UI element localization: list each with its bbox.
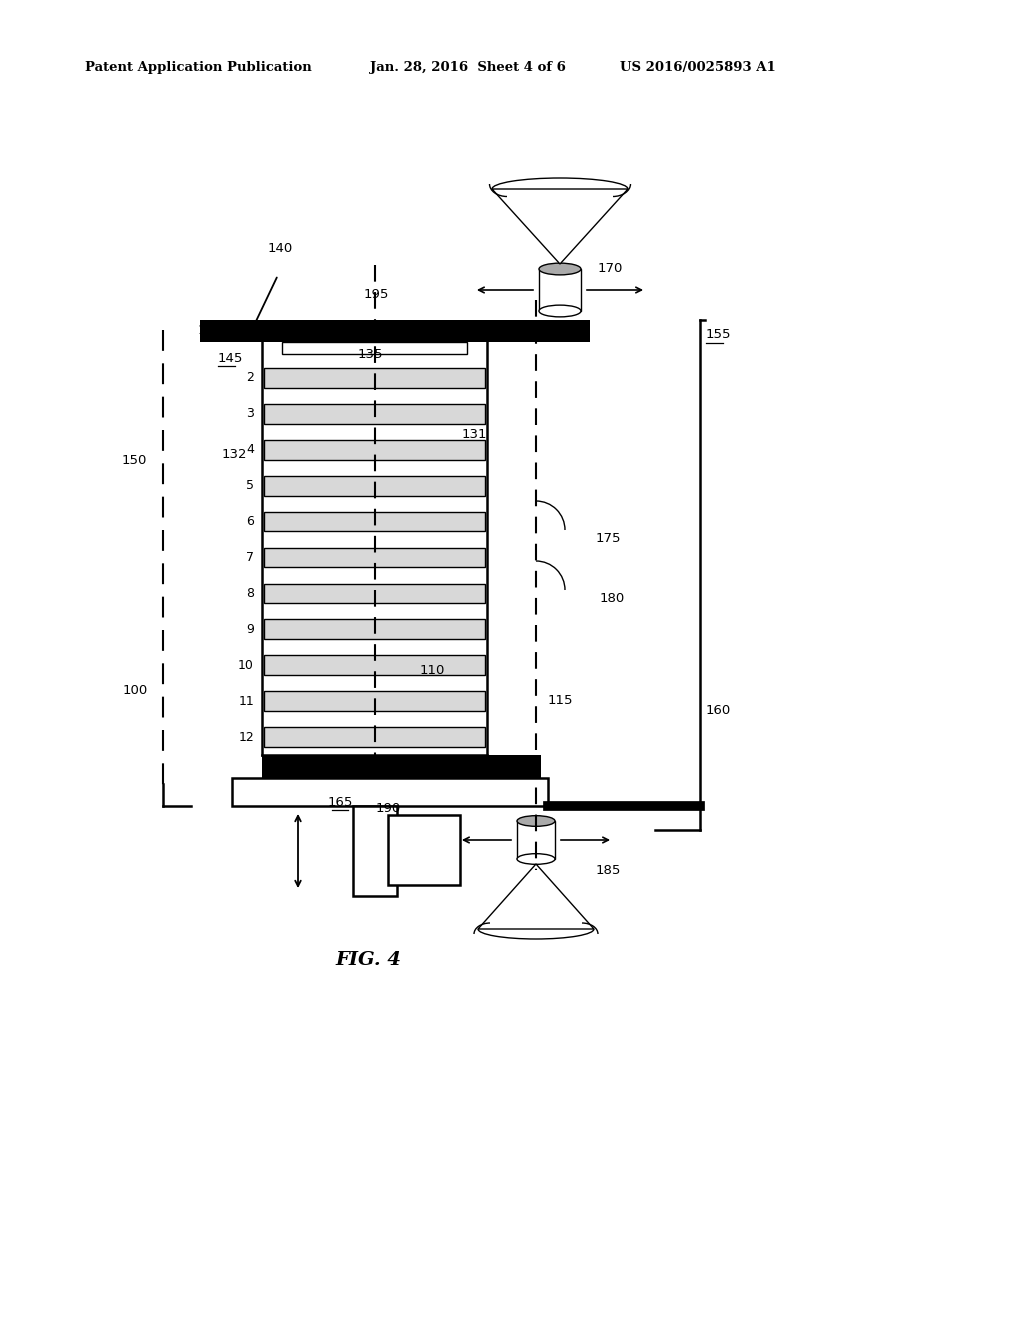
Text: 175: 175 — [596, 532, 622, 544]
Text: 9: 9 — [246, 623, 254, 636]
Bar — [517, 821, 555, 859]
Bar — [282, 342, 467, 354]
Text: 155: 155 — [706, 329, 731, 342]
Text: Patent Application Publication: Patent Application Publication — [85, 62, 311, 74]
Polygon shape — [478, 865, 594, 929]
Text: 3: 3 — [246, 408, 254, 420]
Ellipse shape — [517, 816, 555, 826]
Bar — [264, 692, 485, 711]
Text: 135: 135 — [357, 348, 383, 362]
Ellipse shape — [517, 854, 555, 865]
Text: 145: 145 — [218, 351, 244, 364]
Text: 100: 100 — [123, 684, 148, 697]
Bar — [264, 727, 485, 747]
Ellipse shape — [539, 263, 581, 275]
Text: 170: 170 — [598, 261, 624, 275]
Bar — [264, 619, 485, 639]
Bar — [264, 583, 485, 603]
Text: 2: 2 — [246, 371, 254, 384]
Text: 115: 115 — [548, 693, 573, 706]
Text: 180: 180 — [600, 591, 626, 605]
Bar — [232, 777, 548, 807]
Text: 140: 140 — [268, 242, 293, 255]
Text: 165: 165 — [328, 796, 352, 808]
Text: 5: 5 — [246, 479, 254, 492]
Text: 8: 8 — [246, 587, 254, 599]
Text: 130: 130 — [198, 323, 223, 337]
Ellipse shape — [539, 305, 581, 317]
Text: 10: 10 — [239, 659, 254, 672]
Bar — [388, 814, 460, 884]
Text: US 2016/0025893 A1: US 2016/0025893 A1 — [620, 62, 776, 74]
Text: 150: 150 — [122, 454, 147, 466]
Bar — [264, 368, 485, 388]
Bar — [264, 404, 485, 424]
Bar — [352, 807, 396, 896]
Bar — [262, 755, 541, 777]
Text: 160: 160 — [706, 704, 731, 717]
Text: 12: 12 — [239, 730, 254, 743]
Bar — [264, 440, 485, 459]
Text: 185: 185 — [596, 863, 622, 876]
Text: 4: 4 — [246, 444, 254, 457]
Bar — [200, 319, 590, 342]
Bar — [264, 475, 485, 495]
Text: 6: 6 — [246, 515, 254, 528]
Text: Jan. 28, 2016  Sheet 4 of 6: Jan. 28, 2016 Sheet 4 of 6 — [370, 62, 566, 74]
Text: 11: 11 — [239, 694, 254, 708]
Bar — [539, 269, 581, 312]
Bar — [264, 512, 485, 532]
Text: 195: 195 — [364, 289, 389, 301]
Bar — [264, 548, 485, 568]
Text: 190: 190 — [376, 801, 400, 814]
Text: 110: 110 — [420, 664, 445, 676]
Text: FIG. 4: FIG. 4 — [335, 950, 401, 969]
Text: 7: 7 — [246, 550, 254, 564]
Polygon shape — [492, 189, 628, 264]
Text: 132: 132 — [222, 449, 248, 462]
Bar — [264, 655, 485, 675]
Text: 131: 131 — [462, 429, 487, 441]
